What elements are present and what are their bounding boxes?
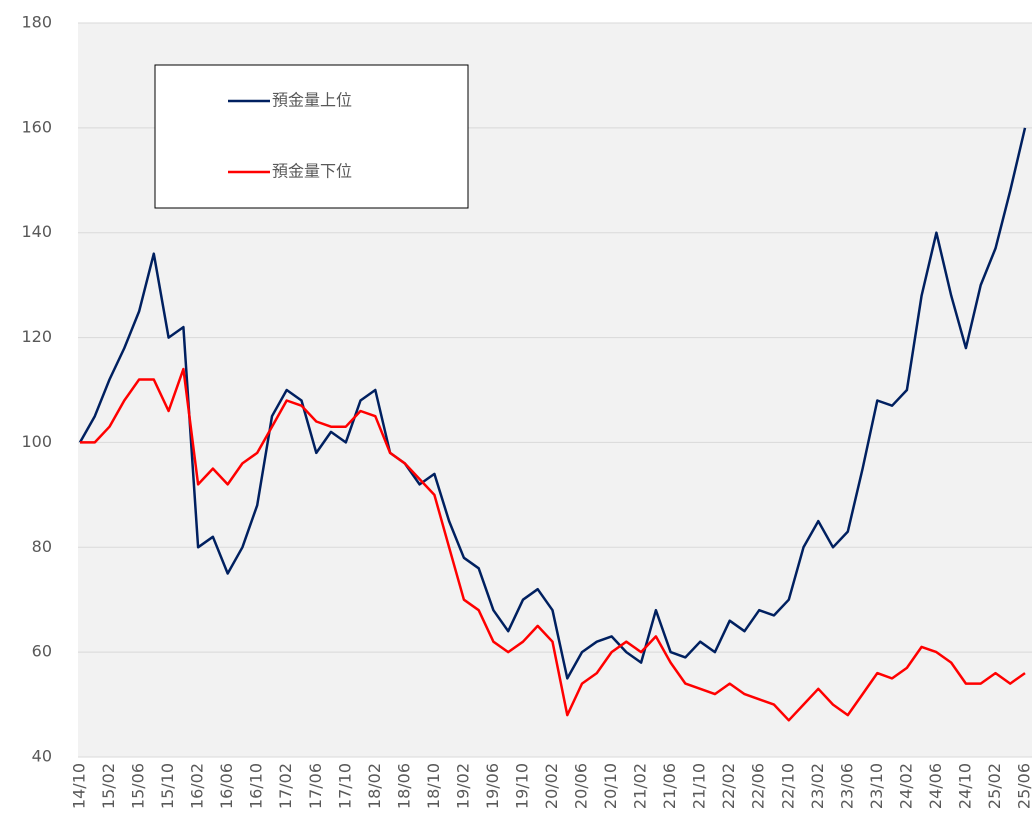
x-tick-label: 22/02 [719,763,738,809]
x-tick-label: 22/06 [749,763,768,809]
x-tick-label: 15/06 [129,763,148,809]
x-tick-label: 24/10 [955,763,974,809]
x-tick-label: 16/10 [247,763,266,809]
x-tick-label: 19/06 [483,763,502,809]
x-tick-label: 17/02 [276,763,295,809]
x-tick-label: 21/10 [690,763,709,809]
x-tick-label: 19/02 [453,763,472,809]
x-tick-label: 21/06 [660,763,679,809]
y-tick-label: 40 [32,747,52,766]
y-tick-label: 100 [21,432,52,451]
x-tick-label: 16/02 [188,763,207,809]
x-tick-label: 20/06 [572,763,591,809]
legend-label: 預金量上位 [272,91,352,110]
y-tick-label: 120 [21,327,52,346]
x-tick-label: 24/02 [896,763,915,809]
series-line [78,127,1027,680]
x-tick-label: 23/02 [808,763,827,809]
y-tick-label: 80 [32,537,52,556]
x-tick-label: 20/10 [601,763,620,809]
x-tick-label: 19/10 [512,763,531,809]
x-tick-label: 23/06 [837,763,856,809]
y-tick-label: 160 [21,117,52,136]
legend [154,64,469,209]
x-tick-label: 14/10 [70,763,89,809]
x-tick-label: 18/10 [424,763,443,809]
lines [78,127,1027,722]
x-tick-label: 21/02 [631,763,650,809]
x-tick-label: 15/02 [99,763,118,809]
series-line [80,367,1026,722]
legend-label: 預金量下位 [272,162,352,181]
x-tick-label: 23/10 [867,763,886,809]
x-tick-label: 22/10 [778,763,797,809]
y-tick-label: 60 [32,642,52,661]
x-tick-label: 18/06 [394,763,413,809]
x-tick-label: 16/06 [217,763,236,809]
y-tick-label: 140 [21,222,52,241]
x-tick-label: 18/02 [365,763,384,809]
x-tick-label: 17/10 [335,763,354,809]
x-tick-label: 25/02 [985,763,1004,809]
x-tick-label: 15/10 [158,763,177,809]
y-tick-label: 180 [21,13,52,32]
x-tick-label: 25/06 [1015,763,1032,809]
x-tick-label: 17/06 [306,763,325,809]
x-tick-label: 20/02 [542,763,561,809]
x-tick-label: 24/06 [926,763,945,809]
